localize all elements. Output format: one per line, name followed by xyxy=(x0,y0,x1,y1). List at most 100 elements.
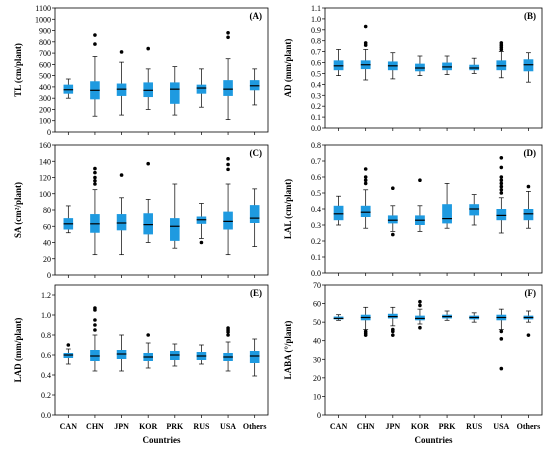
y-tick-label: 0.6 xyxy=(311,59,321,68)
box-iqr xyxy=(387,215,398,224)
y-tick-label: 1.1 xyxy=(311,4,321,13)
y-tick-label: 0.2 xyxy=(311,237,321,246)
panel-label: (C) xyxy=(250,148,263,158)
x-category-label: CHN xyxy=(357,422,375,431)
y-tick-label: 0.0 xyxy=(311,124,321,133)
box-kor xyxy=(415,299,425,330)
y-tick-label: 1000 xyxy=(35,15,51,24)
outlier-point xyxy=(363,24,368,29)
box-rus xyxy=(469,57,480,74)
y-tick-label: 0.3 xyxy=(311,221,321,230)
y-tick-label: 0.8 xyxy=(311,37,321,46)
y-tick-label: 0.0 xyxy=(311,269,321,278)
box-iqr xyxy=(223,80,233,96)
outlier-point xyxy=(499,175,504,179)
x-category-label: PRK xyxy=(439,422,457,431)
box-kor xyxy=(143,46,153,110)
outlier-point xyxy=(391,327,395,332)
y-tick-label: 0.4 xyxy=(311,80,321,89)
y-tick-label: 0.4 xyxy=(41,371,51,380)
box-prk xyxy=(170,343,180,367)
outlier-point xyxy=(226,157,230,161)
box-jpn xyxy=(116,334,127,372)
box-can xyxy=(63,343,74,365)
y-tick-label: 600 xyxy=(39,60,51,69)
box-iqr xyxy=(333,205,344,221)
outlier-point xyxy=(93,318,97,322)
y-axis-label: AD (mm/plant) xyxy=(283,39,293,98)
outlier-point xyxy=(499,191,504,195)
y-axis-label: LAL (cm/plant) xyxy=(283,179,293,239)
box-prk xyxy=(442,55,452,75)
outlier-point xyxy=(391,333,395,337)
plot-frame xyxy=(54,284,269,416)
box-others xyxy=(249,68,260,106)
box-kor xyxy=(143,333,153,369)
outlier-point xyxy=(499,178,504,182)
box-iqr xyxy=(116,214,127,231)
outlier-point xyxy=(93,182,97,186)
x-category-label: KOR xyxy=(411,422,429,431)
box-iqr xyxy=(249,205,260,223)
y-tick-label: 1100 xyxy=(35,4,51,13)
box-rus xyxy=(469,312,480,323)
outlier-point xyxy=(93,33,97,37)
y-axis-label: LABA (°/plant) xyxy=(283,321,293,380)
outlier-point xyxy=(418,303,422,308)
y-tick-label: 0.3 xyxy=(311,91,321,100)
y-tick-label: 50 xyxy=(313,318,321,327)
box-rus xyxy=(196,344,207,365)
x-category-label: CAN xyxy=(60,422,78,431)
box-prk xyxy=(442,183,452,229)
panel-label: (F) xyxy=(525,288,537,298)
box-others xyxy=(523,184,534,229)
y-tick-label: 100 xyxy=(39,117,51,126)
outlier-point xyxy=(66,343,71,347)
plot-frame xyxy=(324,7,543,129)
y-tick-label: 20 xyxy=(43,255,51,264)
box-chn xyxy=(360,167,371,229)
box-usa xyxy=(496,308,507,371)
box-iqr xyxy=(143,213,153,235)
panel-3: 0 20 40 60 80 100 120 140 160 SA (cm²/plant) (C) xyxy=(13,141,269,280)
box-rus xyxy=(469,194,480,226)
box-iqr xyxy=(196,84,207,94)
outlier-point xyxy=(418,299,422,304)
y-tick-label: 100 xyxy=(39,190,51,199)
y-tick-label: 0.6 xyxy=(41,351,51,360)
box-iqr xyxy=(496,209,507,221)
box-iqr xyxy=(523,209,534,221)
y-tick-label: 160 xyxy=(39,141,51,150)
y-tick-label: 0.7 xyxy=(311,48,321,57)
outlier-point xyxy=(226,162,230,167)
y-tick-label: 900 xyxy=(39,27,51,36)
x-category-label: RUS xyxy=(466,422,483,431)
box-others xyxy=(523,310,534,337)
y-tick-label: 40 xyxy=(43,239,51,248)
outlier-point xyxy=(146,46,150,51)
plot-frame xyxy=(54,144,269,276)
y-tick-label: 30 xyxy=(313,355,321,364)
outlier-point xyxy=(363,175,368,179)
x-category-label: Others xyxy=(517,422,541,431)
box-can xyxy=(333,49,344,76)
y-tick-label: 0.7 xyxy=(311,157,321,166)
outlier-point xyxy=(499,41,504,45)
y-tick-label: 0.4 xyxy=(311,205,321,214)
outlier-point xyxy=(391,232,395,237)
box-usa xyxy=(496,156,507,234)
y-tick-label: 1.2 xyxy=(41,291,51,300)
box-can xyxy=(333,195,344,226)
box-can xyxy=(63,205,74,234)
outlier-point xyxy=(499,337,504,341)
outlier-point xyxy=(93,175,97,180)
y-tick-label: 300 xyxy=(39,94,51,103)
box-can xyxy=(333,314,344,321)
panel-label: (A) xyxy=(250,11,263,21)
y-tick-label: 0.6 xyxy=(311,173,321,182)
x-category-label: USA xyxy=(220,422,236,431)
y-tick-label: 0.9 xyxy=(311,26,321,35)
box-jpn xyxy=(116,173,127,256)
box-rus xyxy=(196,203,207,245)
